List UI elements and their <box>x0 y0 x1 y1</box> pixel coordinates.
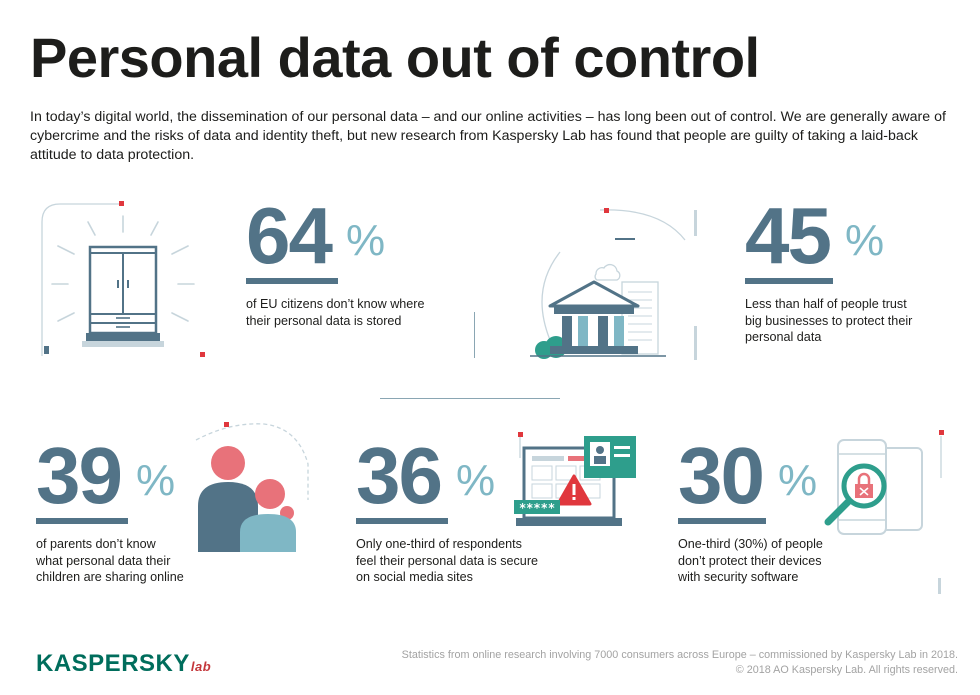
bank-building-icon <box>530 208 697 360</box>
section-divider <box>380 398 560 399</box>
stat-description-line: don’t protect their devices <box>678 553 822 568</box>
stat-description: of EU citizens don’t know where their pe… <box>246 296 425 329</box>
stat-description: Only one-third of respondents feel their… <box>356 536 538 586</box>
footer-notes: Statistics from online research involvin… <box>402 648 958 677</box>
stat-description-line: Only one-third of respondents <box>356 537 522 551</box>
footer-source-note: Statistics from online research involvin… <box>401 649 958 661</box>
stat-bar <box>356 518 448 524</box>
stat-value: 45 <box>745 191 832 280</box>
stat-description-line: big businesses to protect their <box>745 313 913 328</box>
stat-description: Less than half of people trust big busin… <box>745 296 912 346</box>
laptop-alert-icon: ***** <box>514 432 636 526</box>
stat-unit: % <box>456 456 496 505</box>
stat-description-line: their personal data is stored <box>246 313 402 328</box>
stat-description-line: feel their personal data is secure <box>356 553 539 568</box>
stat-value: 36 <box>356 431 443 520</box>
stat-description: One-third (30%) of people don’t protect … <box>678 536 823 586</box>
stat-unit: % <box>845 216 885 265</box>
stat-description: of parents don’t know what personal data… <box>36 536 184 586</box>
stat-description-line: on social media sites <box>356 570 473 584</box>
stat-unit: % <box>778 456 818 505</box>
stat-bar <box>36 518 128 524</box>
parent-child-icon <box>195 422 309 552</box>
stat-description-line: Less than half of people trust <box>745 297 907 311</box>
stat-value: 39 <box>36 431 123 520</box>
footer-copyright: © 2018 AO Kaspersky Lab. All rights rese… <box>735 663 958 676</box>
logo-text: KASPERSKY <box>36 650 190 677</box>
page-title: Personal data out of control <box>30 26 760 89</box>
stat-description-line: what personal data their <box>36 553 171 568</box>
stat-bar <box>678 518 766 524</box>
stat-description-line: of EU citizens don’t know where <box>246 297 425 311</box>
logo-sub: lab <box>190 659 212 674</box>
devices-magnifier-icon <box>824 430 944 594</box>
stat-description-line: children are sharing online <box>36 570 184 584</box>
stat-bar <box>246 278 338 284</box>
stat-value: 30 <box>678 431 765 520</box>
password-mask-text: ***** <box>519 501 555 515</box>
stat-unit: % <box>136 456 176 505</box>
stat-description-line: of parents don’t know <box>36 537 156 551</box>
stat-description-line: personal data <box>745 330 822 344</box>
wardrobe-icon <box>41 201 205 357</box>
stat-description-line: One-third (30%) of people <box>678 537 823 551</box>
stat-bar <box>745 278 833 284</box>
kaspersky-logo: KASPERSKYlab <box>36 650 211 681</box>
stat-description-line: with security software <box>678 570 799 584</box>
section-divider <box>474 312 475 358</box>
stat-unit: % <box>346 216 386 265</box>
stat-value: 64 <box>246 191 333 280</box>
intro-paragraph: In today’s digital world, the disseminat… <box>30 109 946 163</box>
